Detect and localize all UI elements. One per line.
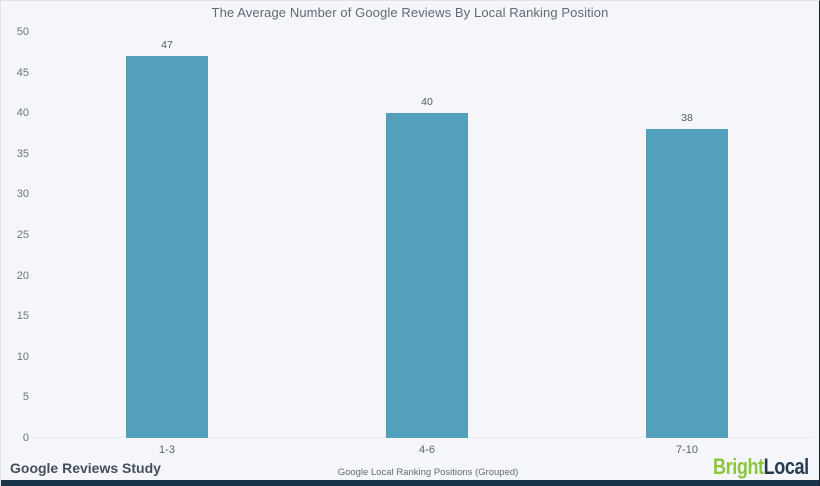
brightlocal-logo: BrightLocal [713, 454, 809, 480]
y-tick-label: 50 [16, 26, 29, 38]
y-tick-label: 5 [22, 391, 29, 404]
x-axis-title: Google Local Ranking Positions (Grouped) [337, 467, 519, 478]
y-tick-label: 10 [16, 350, 29, 363]
y-tick-label: 30 [16, 188, 29, 201]
source-label: Google Reviews Study [10, 460, 161, 476]
brightlocal-logo-local: Local [763, 454, 809, 479]
bar [646, 129, 728, 438]
y-tick-label: 40 [16, 107, 29, 120]
y-tick-label: 20 [16, 269, 29, 282]
y-tick-label: 15 [16, 310, 29, 323]
chart-title: The Average Number of Google Reviews By … [211, 5, 609, 20]
bar-value-label: 40 [421, 96, 433, 109]
y-tick-label: 0 [22, 432, 29, 444]
x-tick-label: 7-10 [675, 444, 699, 456]
x-tick-label: 1-3 [159, 444, 175, 456]
bar [126, 56, 208, 438]
y-tick-label: 25 [16, 229, 29, 241]
brightlocal-logo-bright: Bright [713, 454, 764, 479]
y-tick-label: 35 [16, 147, 29, 160]
x-tick-label: 4-6 [419, 444, 435, 456]
bar-value-label: 38 [681, 112, 693, 125]
y-tick-label: 45 [16, 66, 29, 79]
bar [386, 113, 468, 438]
bar-value-label: 47 [161, 39, 173, 52]
plot-area: 0 5 10 15 20 25 30 35 40 45 50 47 40 38 [1, 26, 819, 444]
x-axis: 1-3 4-6 7-10 [1, 444, 819, 460]
bottom-brand-strip [1, 480, 819, 486]
